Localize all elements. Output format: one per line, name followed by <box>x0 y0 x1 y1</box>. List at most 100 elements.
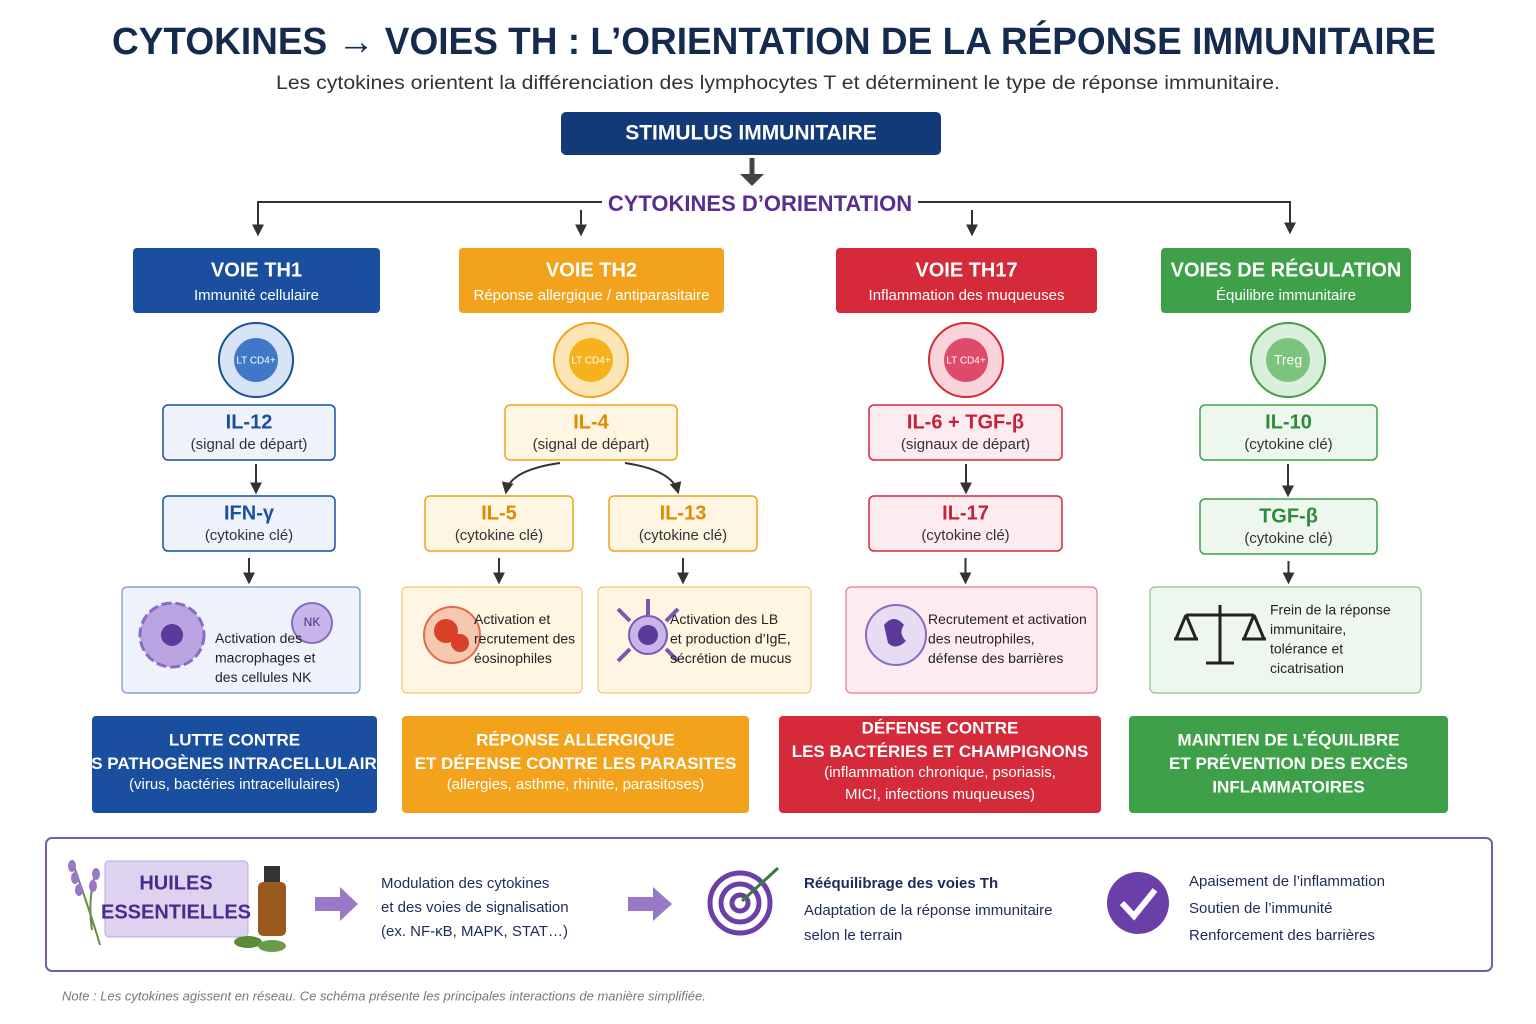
oils-label: HUILES <box>139 872 212 894</box>
pathway-subtitle: Équilibre immunitaire <box>1216 287 1356 304</box>
cytokine-name: IL-12 <box>226 411 273 433</box>
cytokine-name: TGF-β <box>1259 505 1318 527</box>
pathway-column: VOIE TH2 Réponse allergique / antiparasit… <box>401 248 812 813</box>
arrow <box>501 462 561 495</box>
cytokine-name: IL-5 <box>481 502 517 524</box>
outcome-detail: MICI, infections muqueuses) <box>845 786 1035 803</box>
pathway-header <box>1161 248 1411 313</box>
outcome-headline: INFLAMMATOIRES <box>1212 777 1364 796</box>
cytokine-box <box>868 404 1063 461</box>
oils-step-text: Renforcement des barrières <box>1189 927 1375 944</box>
cytokine-name: IL-6 + TGF-β <box>907 411 1024 433</box>
nk-badge: NK <box>304 615 321 629</box>
nucleus <box>638 625 658 645</box>
check-icon <box>1107 872 1169 934</box>
cell-label: LT CD4+ <box>236 356 276 367</box>
outcome-headline: RÉPONSE ALLERGIQUE <box>476 730 675 749</box>
nucleus <box>451 634 469 652</box>
orientation-label: CYTOKINES D’ORIENTATION <box>608 191 912 216</box>
cytokine-note: (cytokine clé) <box>1244 436 1332 453</box>
nucleus <box>434 619 458 643</box>
oils-content: HUILES ESSENTIELLES Modulation des cytokin… <box>68 859 1385 952</box>
nucleus <box>161 624 183 646</box>
outcome-detail: (virus, bactéries intracellulaires) <box>129 776 340 793</box>
bottle-icon <box>234 866 286 952</box>
effect-text: cicatrisation <box>1270 660 1344 676</box>
cytokine-note: (cytokine clé) <box>1244 530 1332 547</box>
flow-arrow <box>628 887 672 921</box>
pathways: VOIE TH1 Immunité cellulaire LT CD4+ IL-12 (… <box>70 248 1448 813</box>
outcome-box <box>779 716 1101 813</box>
oils-label: ESSENTIELLES <box>101 901 251 923</box>
stimulus-label: STIMULUS IMMUNITAIRE <box>625 122 877 145</box>
effect-box <box>597 586 812 694</box>
outcome-headline: LES BACTÉRIES ET CHAMPIGNONS <box>792 742 1089 761</box>
title: CYTOKINES → VOIES TH : L’ORIENTATION DE … <box>112 19 1436 63</box>
oils-step-text: et des voies de signalisation <box>381 899 569 916</box>
outcome-headline: DÉFENSE CONTRE <box>862 719 1019 738</box>
stimulus-box <box>561 112 941 155</box>
effect-text: et production d’IgE, <box>670 631 791 647</box>
oils-step-text: Modulation des cytokines <box>381 875 549 892</box>
cytokine-box <box>162 495 336 552</box>
outcome-box <box>402 716 749 813</box>
effect-text: Recrutement et activation <box>928 611 1087 627</box>
oils-label-box <box>104 860 249 938</box>
cytokine-box <box>1199 404 1378 461</box>
pathway-title: VOIE TH2 <box>546 259 637 281</box>
cytokine-name: IL-4 <box>573 411 609 433</box>
cytokine-box <box>504 404 678 461</box>
pathway-header <box>836 248 1097 313</box>
cytokine-name: IL-17 <box>942 502 989 524</box>
stimulus-arrowhead <box>740 174 764 186</box>
outcome-detail: (inflammation chronique, psoriasis, <box>824 764 1056 781</box>
effect-text: des neutrophiles, <box>928 631 1035 647</box>
cell-label: LT CD4+ <box>946 356 986 367</box>
effect-text: éosinophiles <box>474 650 552 666</box>
cytokine-note: (cytokine clé) <box>455 527 543 544</box>
effect-text: Frein de la réponse <box>1270 601 1391 617</box>
effect-text: défense des barrières <box>928 650 1063 666</box>
pathway-header <box>459 248 724 313</box>
outcome-headline: LUTTE CONTRE <box>169 730 300 749</box>
oils-step-text: Apaisement de l’inflammation <box>1189 873 1385 890</box>
target-icon <box>707 866 780 936</box>
effect-text: Activation des <box>215 630 302 646</box>
cytokine-box <box>1199 498 1378 555</box>
pathway-subtitle: Réponse allergique / antiparasitaire <box>474 287 710 304</box>
cell-inner <box>944 338 988 382</box>
cell-label: Treg <box>1274 352 1302 368</box>
cell-inner <box>234 338 278 382</box>
note: Note : Les cytokines agissent en réseau.… <box>62 988 706 1003</box>
cytokine-box <box>162 404 336 461</box>
cytokine-name: IFN-γ <box>224 502 275 524</box>
cell-inner <box>569 338 613 382</box>
cytokine-box <box>424 495 574 552</box>
pathway-title: VOIES DE RÉGULATION <box>1171 258 1402 281</box>
effect-text: sécrétion de mucus <box>670 650 791 666</box>
cytokine-name: IL-10 <box>1265 411 1312 433</box>
pathway-subtitle: Immunité cellulaire <box>194 287 319 304</box>
pathway-column: VOIE TH17 Inflammation des muqueuses LT CD… <box>779 248 1101 813</box>
cytokine-note: (signaux de départ) <box>901 436 1030 453</box>
outcome-headline: MAINTIEN DE L’ÉQUILIBRE <box>1178 730 1400 749</box>
pathway-title: VOIE TH1 <box>211 259 302 281</box>
lavender-flowers <box>68 860 100 896</box>
pathway-column: VOIE TH1 Immunité cellulaire LT CD4+ IL-12 (… <box>70 248 400 813</box>
cytokine-box <box>868 495 1063 552</box>
cytokine-note: (signal de départ) <box>191 436 308 453</box>
pathway-column: VOIES DE RÉGULATION Équilibre immunitaire… <box>1129 248 1448 813</box>
effect-text: des cellules NK <box>215 669 312 685</box>
outcome-headline: LES PATHOGÈNES INTRACELLULAIRES <box>70 754 400 773</box>
effect-text: recrutement des <box>474 631 575 647</box>
oils-step-text: Soutien de l’immunité <box>1189 900 1332 917</box>
outcome-detail: (allergies, asthme, rhinite, parasitoses… <box>447 776 705 793</box>
cytokine-note: (signal de départ) <box>533 436 650 453</box>
cytokine-note: (cytokine clé) <box>205 527 293 544</box>
cell-inner <box>1266 338 1310 382</box>
effect-text: Activation des LB <box>670 611 778 627</box>
outcome-box <box>1129 716 1448 813</box>
outcome-headline: ET DÉFENSE CONTRE LES PARASITES <box>415 754 737 773</box>
